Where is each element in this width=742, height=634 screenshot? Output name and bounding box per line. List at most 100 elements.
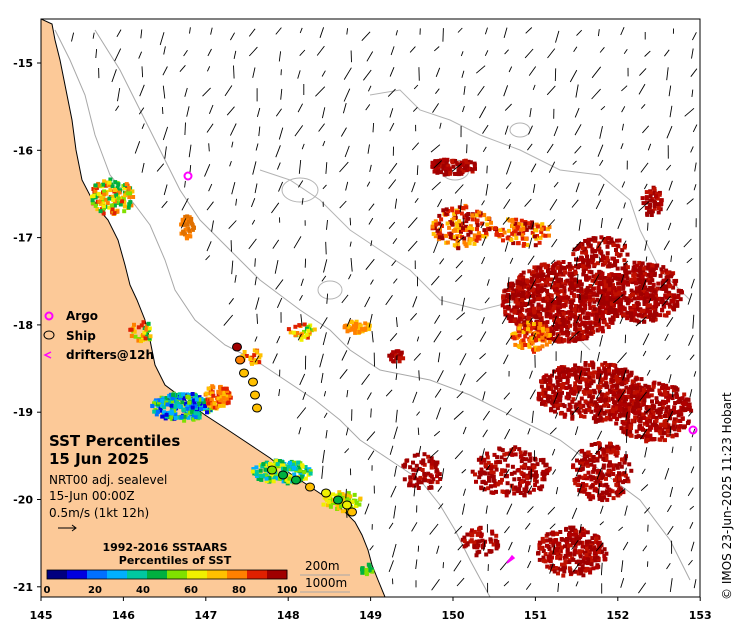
sst-pixel: [658, 424, 663, 429]
current-vector: [640, 104, 646, 109]
sst-pixel: [472, 241, 477, 246]
sst-pixel: [516, 241, 521, 246]
sst-pixel: [574, 539, 579, 544]
sst-pixel: [589, 290, 593, 295]
sst-pixel: [146, 321, 151, 326]
sst-pixel: [575, 458, 579, 463]
sst-pixel: [560, 537, 565, 542]
sst-pixel: [550, 530, 555, 535]
current-vector: [548, 161, 556, 173]
sst-pixel: [160, 403, 164, 408]
current-vector: [479, 331, 487, 342]
sst-pixel: [603, 260, 608, 265]
current-vector: [430, 275, 440, 286]
sst-pixel: [537, 329, 542, 334]
sst-pixel: [585, 530, 590, 535]
current-vector: [599, 334, 603, 347]
sst-pixel: [537, 540, 542, 545]
sst-pixel: [668, 293, 673, 298]
sst-pixel: [618, 407, 623, 412]
sst-pixel: [583, 410, 588, 414]
sst-pixel: [625, 296, 630, 301]
current-vector: [344, 145, 350, 158]
sst-pixel: [476, 531, 480, 536]
sst-pixel: [636, 434, 641, 439]
sst-pixel: [463, 227, 468, 232]
sst-pixel: [626, 421, 631, 426]
current-vector: [387, 88, 396, 97]
sst-pixel: [494, 467, 499, 472]
sst-pixel: [547, 312, 552, 317]
current-vector: [691, 32, 697, 41]
sst-pixel: [480, 538, 485, 543]
sst-pixel: [604, 456, 609, 461]
sst-pixel: [118, 202, 123, 207]
reef-contour-north: [369, 89, 691, 301]
sst-pixel: [609, 412, 614, 417]
sst-pixel: [501, 238, 505, 243]
sst-pixel: [589, 558, 594, 563]
sst-pixel: [177, 404, 182, 409]
sst-pixel: [448, 235, 453, 239]
sst-pixel: [648, 309, 653, 314]
sst-pixel: [571, 463, 576, 468]
sst-pixel: [639, 291, 643, 296]
current-vector: [163, 46, 166, 55]
current-vector: [341, 350, 348, 361]
current-vector: [366, 181, 371, 187]
sst-pixel: [592, 370, 597, 375]
current-vector: [276, 336, 281, 344]
sst-pixel: [258, 468, 263, 473]
current-vector: [184, 122, 186, 136]
sst-pixel: [462, 535, 467, 540]
sst-pixel: [519, 479, 524, 484]
sst-pixel: [186, 415, 191, 420]
sst-pixel: [516, 292, 521, 297]
sst-pixel: [426, 471, 431, 476]
sst-pixel: [265, 461, 270, 466]
sst-pixel: [557, 403, 562, 408]
current-vector: [159, 32, 165, 46]
current-vector: [325, 162, 328, 174]
sst-pixel: [193, 411, 198, 416]
sst-pixel: [585, 454, 590, 459]
sst-pixel: [660, 270, 665, 275]
sst-pixel: [623, 263, 628, 268]
sst-pixel: [622, 479, 627, 483]
current-vector: [297, 333, 302, 341]
sst-pixel: [524, 227, 529, 232]
sst-pixel: [605, 255, 610, 260]
sst-pixel: [513, 342, 518, 347]
current-vector: [278, 51, 282, 62]
current-vector: [206, 201, 214, 211]
sst-pixel: [562, 285, 567, 290]
sst-pixel: [644, 190, 649, 195]
sst-pixel: [651, 415, 656, 419]
sst-pixel: [678, 409, 683, 414]
sst-pixel: [585, 476, 590, 480]
sst-pixel: [460, 221, 465, 226]
current-vector: [553, 126, 559, 137]
sst-pixel: [552, 318, 557, 323]
sst-pixel: [562, 569, 567, 574]
sst-pixel: [357, 326, 362, 331]
current-vector: [574, 124, 582, 136]
current-vector: [250, 198, 256, 208]
sst-pixel: [659, 392, 664, 397]
sst-pixel: [505, 463, 510, 468]
sst-pixel: [522, 479, 526, 484]
current-vector: [326, 219, 328, 230]
sst-pixel: [537, 391, 541, 396]
sst-pixel: [577, 400, 582, 405]
sst-pixel: [624, 273, 629, 278]
sst-pixel: [291, 462, 296, 467]
sst-pixel: [127, 195, 132, 200]
sst-pixel: [102, 179, 107, 184]
sst-pixel: [517, 333, 522, 338]
sst-pixel: [534, 268, 539, 273]
sst-pixel: [652, 310, 657, 315]
sst-pixel: [646, 287, 651, 292]
sst-pixel: [613, 292, 618, 297]
sst-pixel: [526, 324, 531, 328]
sst-pixel: [303, 465, 308, 469]
